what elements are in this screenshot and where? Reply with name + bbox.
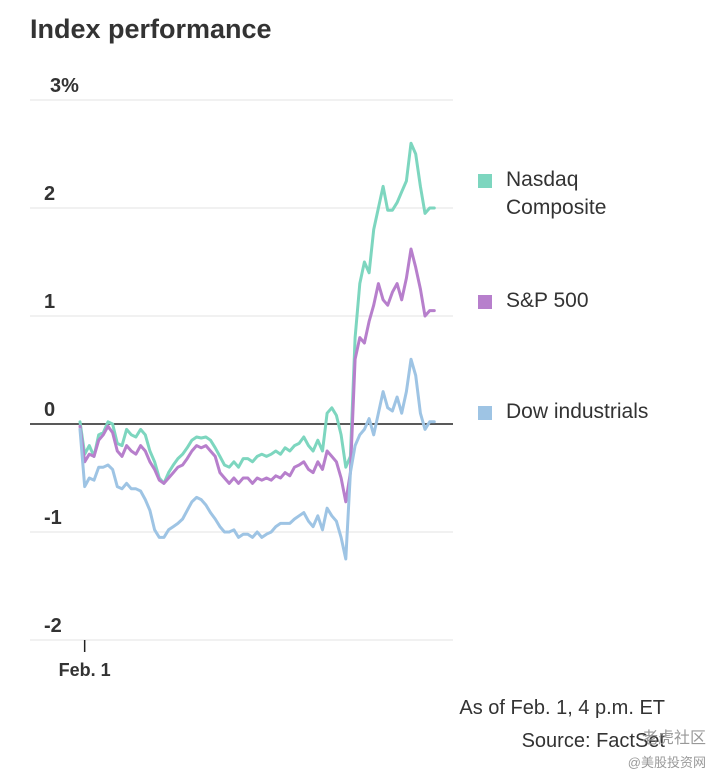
legend-swatch bbox=[478, 406, 492, 420]
y-tick-label: 3% bbox=[50, 75, 79, 97]
watermark-text: 老虎社区 bbox=[641, 730, 706, 747]
y-tick-label: 1 bbox=[44, 291, 55, 313]
series-line-0 bbox=[78, 141, 436, 485]
y-tick-label: -1 bbox=[44, 507, 62, 529]
y-axis-ticks: 3% 2 1 0 -1 -2 bbox=[44, 75, 79, 637]
legend-label-line: Dow industrials bbox=[506, 400, 649, 423]
series-line-2 bbox=[78, 357, 436, 561]
legend-label-line: Composite bbox=[506, 196, 607, 219]
source-note: Source: FactSet bbox=[521, 730, 665, 752]
chart-title: Index performance bbox=[30, 14, 272, 44]
legend-item: Dow industrials bbox=[478, 398, 648, 426]
legend-item: Nasdaq Composite bbox=[478, 166, 606, 222]
legend-label: S&P 500 bbox=[506, 287, 589, 315]
legend-label: Dow industrials bbox=[506, 398, 648, 426]
y-tick-label: -2 bbox=[44, 615, 62, 637]
watermark-handle: @美股投资网 bbox=[627, 755, 706, 770]
legend-swatch bbox=[478, 174, 492, 188]
legend-label: Nasdaq Composite bbox=[506, 166, 606, 222]
series-line-1 bbox=[78, 247, 436, 504]
series-lines bbox=[78, 141, 436, 561]
y-tick-label: 2 bbox=[44, 183, 55, 205]
legend-label-line: Nasdaq bbox=[506, 168, 579, 191]
legend-label-line: S&P 500 bbox=[506, 289, 589, 312]
x-axis-ticks: Feb. 1 bbox=[59, 640, 111, 680]
legend-swatch bbox=[478, 295, 492, 309]
gridlines bbox=[30, 99, 453, 641]
x-tick-label: Feb. 1 bbox=[59, 660, 111, 680]
legend-item: S&P 500 bbox=[478, 287, 589, 315]
y-tick-label: 0 bbox=[44, 399, 55, 421]
as-of-note: As of Feb. 1, 4 p.m. ET bbox=[459, 697, 665, 719]
